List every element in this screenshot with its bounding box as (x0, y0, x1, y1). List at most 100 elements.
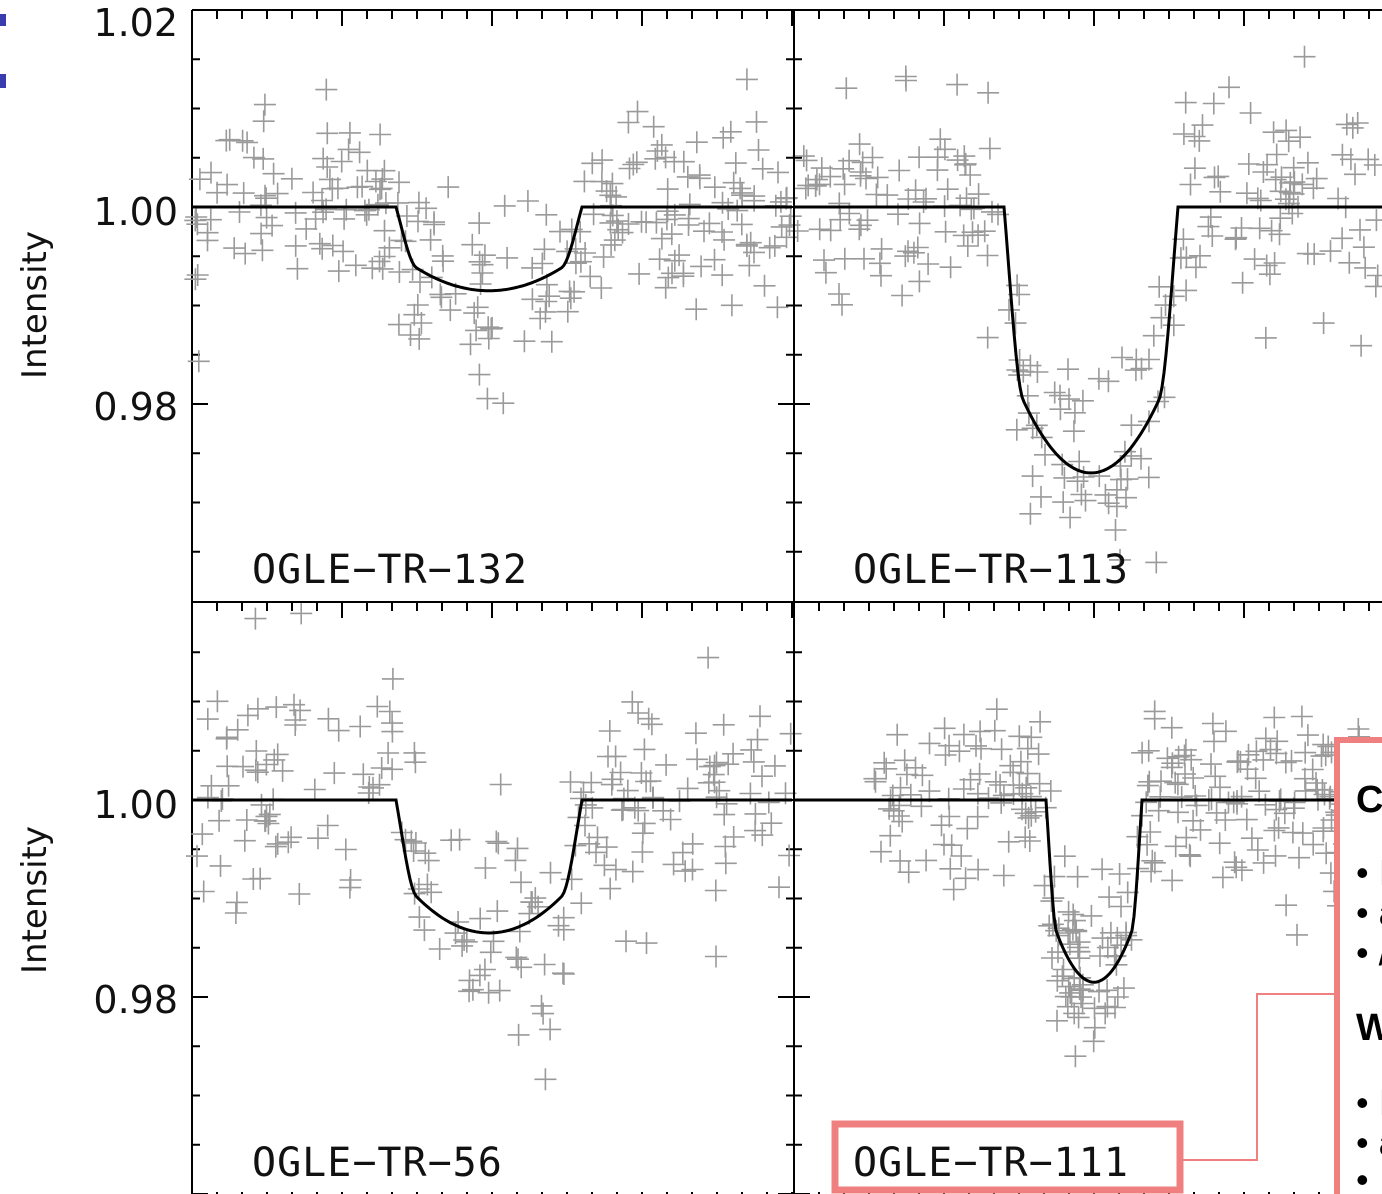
data-point (1043, 381, 1066, 404)
data-point (471, 253, 494, 276)
data-point (1175, 826, 1198, 849)
data-point (1059, 506, 1082, 529)
data-point (218, 128, 241, 151)
data-point (1002, 761, 1025, 784)
data-point (408, 327, 431, 350)
data-point (644, 147, 667, 170)
data-point (717, 198, 740, 220)
data-point (1331, 143, 1354, 166)
data-point (513, 330, 536, 353)
data-point (1263, 819, 1286, 842)
data-point (611, 221, 634, 244)
data-point (440, 829, 463, 852)
data-point (912, 191, 935, 213)
data-point (1064, 1045, 1087, 1068)
data-point (1057, 975, 1080, 998)
data-point (348, 141, 371, 164)
data-point (534, 1068, 557, 1091)
data-point (506, 837, 529, 860)
data-point (671, 841, 694, 864)
panel-label-tr56: OGLE−TR−56 (252, 1140, 503, 1186)
data-point (760, 812, 783, 835)
data-point (1052, 491, 1075, 514)
data-point (563, 280, 586, 303)
data-point (833, 247, 856, 270)
data-point (946, 73, 969, 96)
data-point (399, 324, 422, 346)
data-point (1207, 165, 1230, 188)
data-point (1312, 820, 1335, 843)
data-point (956, 235, 979, 257)
data-point (897, 861, 920, 884)
data-point (184, 268, 207, 291)
data-point (559, 287, 582, 310)
data-point (1364, 275, 1382, 298)
data-point (333, 207, 356, 230)
data-point (631, 822, 654, 845)
data-point (939, 857, 962, 880)
data-point (1083, 1016, 1106, 1039)
data-point (406, 294, 429, 316)
data-point (1005, 418, 1028, 441)
data-point (339, 869, 362, 891)
y-axis-title-bottom: Intensity (15, 826, 55, 974)
model-curve (794, 205, 1382, 475)
data-point (533, 953, 556, 976)
data-point (1188, 129, 1211, 152)
data-point (280, 167, 303, 190)
data-point (1293, 767, 1316, 790)
data-point (888, 159, 911, 182)
data-point (394, 828, 417, 851)
data-point (1265, 143, 1288, 166)
data-point (428, 938, 451, 960)
data-point (330, 150, 353, 173)
data-point (676, 777, 699, 800)
data-point (338, 121, 361, 144)
data-point (833, 173, 856, 196)
data-point (552, 963, 575, 985)
data-point (1104, 996, 1126, 1019)
data-point (1063, 401, 1086, 424)
data-point (585, 841, 607, 864)
data-point (934, 744, 957, 766)
data-point (1264, 844, 1287, 867)
data-point (813, 249, 835, 272)
data-point (403, 741, 426, 764)
data-point (284, 201, 307, 224)
data-point (388, 261, 411, 283)
data-point (605, 185, 628, 208)
data-point (317, 707, 340, 730)
data-point (639, 770, 662, 793)
data-point (1113, 440, 1136, 463)
data-point (906, 236, 929, 259)
data-point (1235, 808, 1258, 831)
data-point (1004, 312, 1027, 335)
data-point (889, 849, 912, 872)
data-point (1019, 502, 1042, 525)
data-point (954, 867, 977, 890)
data-point (409, 271, 431, 294)
data-point (1313, 783, 1336, 806)
data-point (496, 246, 519, 269)
data-point (1201, 225, 1224, 247)
data-point (352, 763, 375, 786)
info-bullet: • (1356, 1159, 1369, 1194)
data-point (407, 210, 429, 233)
data-point (493, 194, 516, 217)
data-point (1160, 756, 1183, 779)
data-point (1263, 706, 1286, 729)
data-point (223, 237, 246, 260)
data-point (897, 240, 919, 263)
data-point (370, 757, 393, 779)
data-point (967, 183, 990, 206)
data-point (977, 81, 1000, 104)
data-point (344, 254, 367, 277)
data-point (915, 849, 938, 872)
data-point (989, 774, 1012, 796)
data-point (469, 907, 492, 930)
data-point (311, 237, 334, 260)
data-point (685, 298, 708, 321)
data-point (742, 750, 765, 773)
data-point (1131, 741, 1154, 764)
data-point (1314, 744, 1337, 767)
